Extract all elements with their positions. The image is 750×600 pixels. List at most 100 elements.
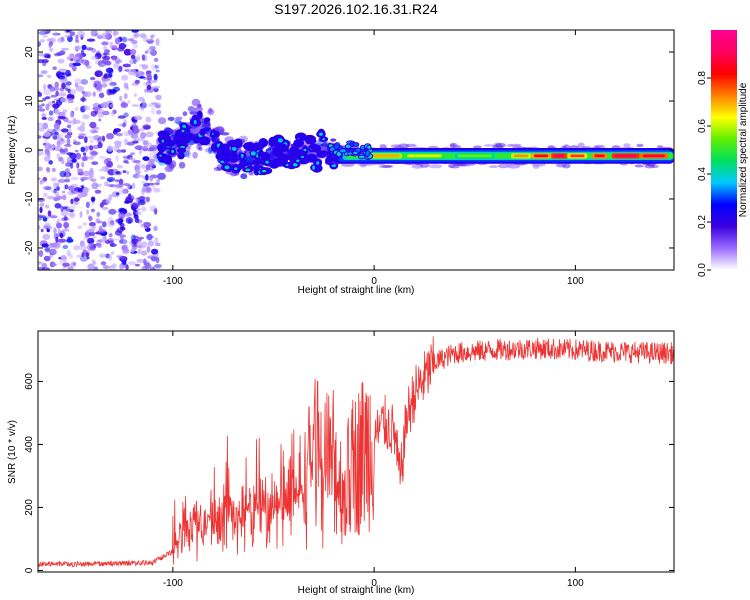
spectrogram-noise-blob — [57, 137, 66, 145]
spectrogram-noise-blob — [39, 179, 43, 185]
spectrogram-noise-blob — [108, 208, 117, 215]
spectrogram-noise-blob — [71, 189, 80, 194]
spectrogram-noise-blob — [109, 103, 114, 108]
spectrogram-noise-blob — [38, 250, 44, 257]
spectrogram-line-peak — [407, 154, 442, 158]
spectrogram-noise-blob — [90, 30, 98, 37]
spectrogram-noise-blob — [130, 54, 136, 60]
spectrogram-noise-blob — [60, 205, 64, 213]
spectrogram-noise-blob — [43, 255, 51, 262]
spectrogram-noise-blob — [151, 248, 159, 255]
spectrogram-noise-blob — [145, 116, 152, 123]
spectrogram-line-halo — [562, 163, 571, 169]
spectrogram-noise-blob — [125, 217, 134, 224]
spectrogram-noise-blob — [59, 148, 65, 153]
spectrogram-noise-blob — [59, 170, 67, 178]
spectrogram-noise-blob — [142, 221, 152, 228]
spectrogram-noise-blob — [94, 52, 102, 60]
spectrogram-noise-blob — [149, 167, 154, 171]
spectrogram-line-peak — [642, 154, 665, 158]
spectrogram-noise-blob — [49, 248, 57, 256]
spectrogram-noise-blob — [66, 56, 75, 61]
spectrogram-noise-blob — [121, 149, 127, 153]
spectrogram-noise-blob — [68, 253, 73, 259]
spectrogram-noise-blob — [81, 44, 87, 51]
spectrogram-noise-blob — [151, 102, 158, 105]
spectrogram-noise-blob — [147, 182, 155, 186]
spectrogram-line-halo — [473, 145, 482, 149]
spectrogram-line-halo — [636, 143, 644, 148]
spectrogram-noise-blob — [62, 266, 67, 270]
spectrogram-noise-blob — [60, 97, 67, 103]
spectrogram-noise-blob — [145, 48, 154, 54]
spectrogram-noise-blob — [130, 248, 135, 253]
spectrogram-noise-blob — [77, 168, 84, 173]
spectrogram-noise-blob — [137, 199, 146, 206]
colorbar: 0.0 0.2 0.4 0.6 0.8 Normalized spectral ampl… — [697, 30, 749, 277]
spectrogram-noise-blob — [111, 263, 117, 268]
spectrogram-signal-core — [303, 148, 307, 152]
spectrogram-noise-blob — [91, 259, 96, 264]
spectrogram-noise-blob — [130, 133, 139, 139]
spectrogram-noise-blob — [54, 31, 58, 37]
spectrogram-signal-blob — [272, 146, 284, 154]
spectrogram-noise-blob — [141, 163, 146, 170]
spectrogram-noise-blob — [67, 212, 76, 217]
spectrogram-noise-blob — [150, 64, 158, 71]
spectrogram-noise-blob — [126, 171, 130, 175]
spectrogram-noise-blob — [104, 166, 109, 172]
spectrogram-noise-blob — [82, 222, 87, 226]
spectrogram-noise-blob — [103, 73, 108, 78]
colorbar-tick-label: 0.6 — [697, 119, 708, 133]
spectrogram-noise-blob — [142, 99, 146, 105]
spectrogram-noise-blob — [65, 69, 71, 77]
snr-ytick-label: 0 — [24, 567, 35, 573]
spectrogram-noise-blob — [112, 31, 119, 36]
spectrogram-signal-core — [250, 151, 256, 156]
spectrogram-signal-halo — [186, 150, 192, 159]
spectrogram-noise-blob — [131, 182, 136, 189]
spectrogram-noise-blob — [101, 79, 107, 83]
spectrogram-noise-blob — [76, 254, 82, 259]
spectrogram-noise-blob — [71, 183, 78, 188]
spectrogram-noise-blob — [94, 59, 103, 65]
spectrogram-noise-blob — [114, 179, 120, 183]
spectrogram-noise-blob — [69, 53, 75, 58]
spectrogram-noise-blob — [38, 127, 45, 132]
spectrogram-signal-halo — [167, 116, 175, 121]
spectrogram-signal-blob — [196, 110, 203, 120]
spectrogram-noise-blob — [86, 229, 95, 233]
spectrogram-noise-blob — [155, 257, 160, 264]
spectrogram-signal-halo — [192, 151, 198, 159]
spectrogram-noise-blob — [100, 261, 107, 266]
spectrogram-noise-blob — [122, 188, 129, 194]
snr-xtick-label: -100 — [163, 578, 183, 589]
spectrogram-noise-blob — [41, 113, 46, 118]
spectrogram-signal-core — [312, 165, 315, 170]
spectrogram-signal-halo — [330, 138, 337, 142]
spectrogram-noise-blob — [121, 259, 127, 266]
spectrogram-noise-blob — [90, 55, 99, 61]
spectrogram-noise-blob — [45, 204, 50, 209]
spectrogram-noise-blob — [115, 171, 121, 175]
spectrogram-noise-blob — [57, 229, 61, 234]
spectrogram-noise-blob — [62, 206, 68, 210]
spectrogram-noise-blob — [134, 56, 140, 62]
spectrogram-signal-blob — [251, 159, 261, 166]
spectrogram-noise-blob — [38, 108, 46, 112]
spectrogram-noise-blob — [104, 60, 112, 66]
spectrogram-noise-blob — [53, 53, 62, 57]
spectrogram-noise-blob — [118, 188, 127, 195]
spectrogram-noise-blob — [146, 39, 155, 43]
spectrogram-transition-blob — [338, 148, 347, 154]
spectrogram-noise-blob — [145, 174, 149, 181]
spectrogram-signal-halo — [164, 165, 174, 173]
spectrogram-noise-blob — [150, 49, 157, 56]
spectrogram-noise-blob — [68, 95, 73, 100]
spectrogram-xlabel: Height of straight line (km) — [298, 285, 415, 296]
spectrogram-line-halo — [495, 142, 506, 148]
spectrogram-noise-blob — [108, 81, 117, 87]
spectrogram-noise-blob — [121, 100, 126, 108]
